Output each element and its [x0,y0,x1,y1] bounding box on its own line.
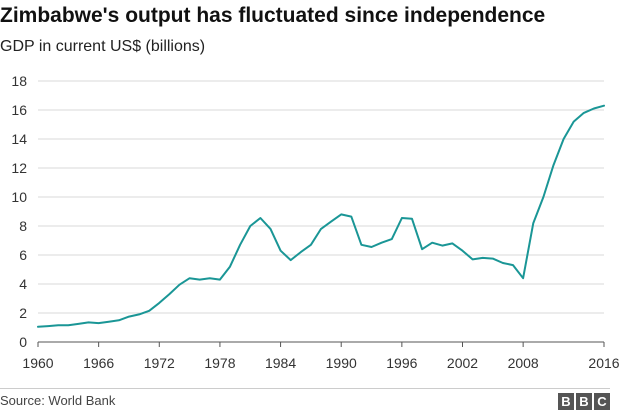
x-tick-label: 1966 [83,355,114,371]
logo-letter-block: C [594,393,610,410]
y-tick-label: 8 [19,218,27,234]
y-tick-label: 16 [11,102,27,118]
x-tick-label: 1960 [22,355,53,371]
x-tick-label: 1990 [326,355,357,371]
chart-title: Zimbabwe's output has fluctuated since i… [0,4,546,27]
y-tick-label: 10 [11,189,27,205]
logo-letter-block: B [558,393,574,410]
chart-subtitle: GDP in current US$ (billions) [0,38,206,55]
y-tick-label: 6 [19,247,27,263]
y-tick-label: 4 [19,276,27,292]
x-tick-label: 2016 [588,355,619,371]
x-tick-label: 1972 [144,355,175,371]
y-tick-label: 12 [11,160,27,176]
gdp-series-line [37,104,605,328]
x-tick-label: 1984 [265,355,296,371]
y-tick-label: 18 [11,73,27,89]
x-tick-label: 2008 [508,355,539,371]
footer-divider [0,388,610,389]
x-tick-label: 1996 [386,355,417,371]
x-tick-label: 1978 [204,355,235,371]
y-tick-label: 14 [11,131,27,147]
logo-letter-block: B [576,393,592,410]
y-tick-label: 0 [19,334,27,350]
y-tick-label: 2 [19,305,27,321]
x-tick-label: 2002 [447,355,478,371]
source-note: Source: World Bank [0,393,116,408]
